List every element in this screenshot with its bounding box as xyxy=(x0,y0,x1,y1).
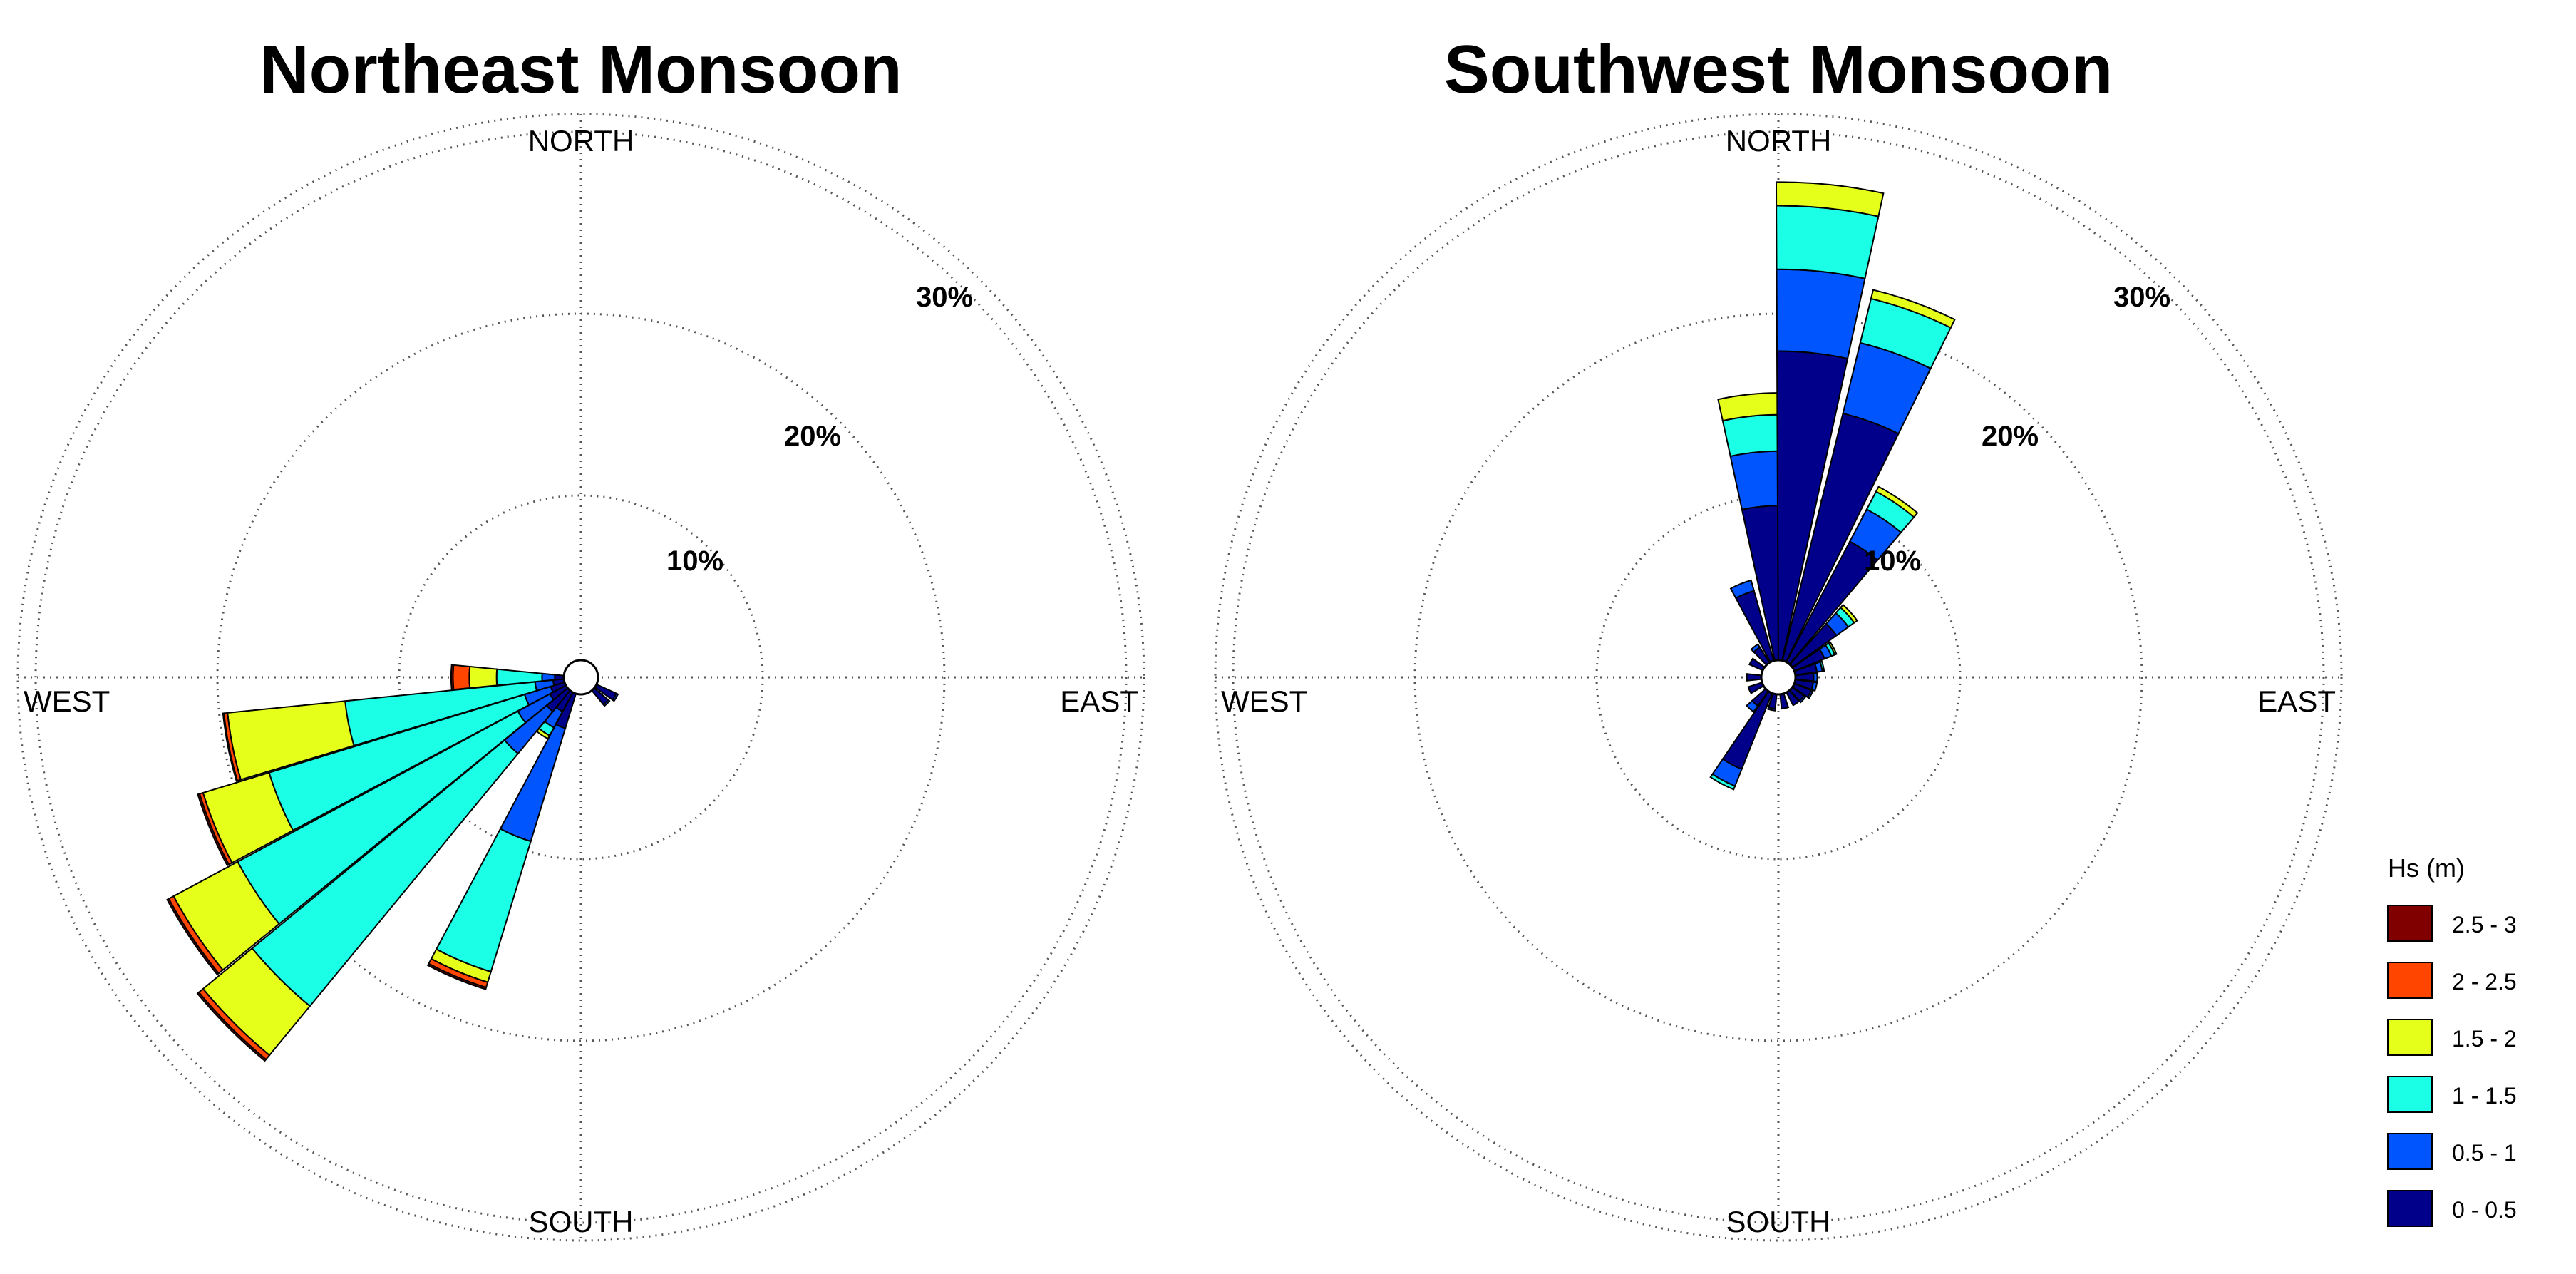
legend-swatch xyxy=(2387,1133,2433,1170)
radial-tick-label: 20% xyxy=(1982,421,2039,452)
outer-ring xyxy=(1214,113,2343,1242)
chart-title: Southwest Monsoon xyxy=(1444,31,2113,108)
rose-wedge xyxy=(1721,690,1773,771)
rose-sector xyxy=(450,664,565,691)
rose-sector xyxy=(222,678,566,782)
direction-label-south: SOUTH xyxy=(1726,1205,1831,1238)
direction-label-south: SOUTH xyxy=(529,1205,634,1238)
southwest-monsoon-rose: Southwest Monsoon 10% 20% 30% NORTH SOUTH WEST… xyxy=(1214,31,2343,1242)
grid-ring xyxy=(34,130,1128,1224)
rose-wedge xyxy=(1709,773,1736,791)
legend-label: 2 - 2.5 xyxy=(2452,969,2517,995)
rose-sector xyxy=(1781,289,1956,663)
hs-legend: Hs (m) 2.5 - 3 2 - 2.5 1.5 - 2 1 - 1.5 0.5 - … xyxy=(2387,853,2517,1227)
rose-wedge xyxy=(1875,486,1919,518)
legend-title: Hs (m) xyxy=(2388,853,2465,883)
rose-wedge xyxy=(612,692,619,702)
northeast-monsoon-rose: Northeast Monsoon 10% 20% 30% NORTH SOUTH WEST… xyxy=(16,31,1145,1242)
direction-label-east: EAST xyxy=(2257,684,2336,718)
radial-tick-label: 30% xyxy=(2113,282,2170,313)
legend-swatch xyxy=(2387,905,2433,942)
rose-sector xyxy=(1750,643,1771,667)
legend-swatch xyxy=(2387,1190,2433,1227)
rose-wedge xyxy=(166,898,220,976)
rose-sector xyxy=(1746,673,1763,682)
outer-ring xyxy=(16,113,1145,1242)
rose-wedge xyxy=(1810,681,1818,692)
legend-label: 1 - 1.5 xyxy=(2452,1083,2517,1109)
rose-center xyxy=(562,659,599,696)
rose-wedge xyxy=(1839,603,1858,624)
rose-sector xyxy=(166,684,569,976)
rose-wedge xyxy=(1798,694,1807,704)
rose-wedge xyxy=(468,665,498,689)
rose-wedge xyxy=(435,828,532,973)
legend-label: 0 - 0.5 xyxy=(2452,1197,2517,1223)
rose-wedge xyxy=(196,991,267,1062)
direction-label-east: EAST xyxy=(1060,684,1138,718)
rose-wedge xyxy=(197,793,230,867)
rose-wedge xyxy=(1776,205,1880,279)
rose-wedge xyxy=(1779,692,1790,710)
legend-label: 0.5 - 1 xyxy=(2452,1140,2517,1166)
rose-wedge xyxy=(1746,673,1763,682)
legend-swatch xyxy=(2387,1076,2433,1113)
rose-wedge xyxy=(1819,660,1825,672)
radial-tick-label: 20% xyxy=(784,421,841,452)
legend-label: 1.5 - 2 xyxy=(2452,1026,2517,1052)
rose-wedge xyxy=(450,664,455,691)
grid-ring xyxy=(1232,130,2325,1224)
direction-label-north: NORTH xyxy=(1726,124,1832,158)
rose-wedge xyxy=(1870,289,1956,329)
legend-swatch xyxy=(2387,1019,2433,1056)
rose-sector xyxy=(1788,603,1858,669)
direction-label-west: WEST xyxy=(1221,684,1307,718)
rose-sector xyxy=(1779,692,1790,710)
rose-wedge xyxy=(1721,413,1781,458)
rose-sector xyxy=(1775,181,1885,662)
rose-sector xyxy=(1785,486,1919,666)
rose-wedge xyxy=(1767,706,1776,712)
rose-sector xyxy=(196,687,572,1062)
legend-swatch xyxy=(2387,962,2433,999)
rose-wedge xyxy=(602,699,611,707)
rose-wedge xyxy=(1828,641,1838,656)
rose-sector xyxy=(1709,690,1773,791)
rose-wedge xyxy=(1729,579,1756,600)
rose-sector xyxy=(197,681,567,867)
radial-tick-label: 10% xyxy=(1864,545,1921,577)
rose-wedge xyxy=(541,672,556,682)
direction-label-north: NORTH xyxy=(528,124,634,158)
rose-wedge xyxy=(1806,689,1814,699)
rose-wedge xyxy=(426,962,488,990)
rose-wedge xyxy=(1746,699,1759,713)
rose-wedge xyxy=(222,712,239,782)
rose-wedge xyxy=(1750,643,1761,653)
chart-title: Northeast Monsoon xyxy=(259,31,902,108)
direction-label-west: WEST xyxy=(24,684,110,718)
radial-tick-label: 10% xyxy=(666,545,723,577)
rose-wedge xyxy=(1813,672,1818,683)
rose-wedge xyxy=(1776,268,1866,360)
legend-label: 2.5 - 3 xyxy=(2452,912,2517,937)
rose-wedge xyxy=(1775,181,1885,217)
rose-wedge xyxy=(535,727,551,740)
rose-wedge xyxy=(554,674,565,681)
rose-center xyxy=(1760,659,1797,696)
rose-wedge xyxy=(452,664,471,691)
radial-tick-label: 30% xyxy=(916,282,973,313)
rose-sector xyxy=(426,691,577,990)
